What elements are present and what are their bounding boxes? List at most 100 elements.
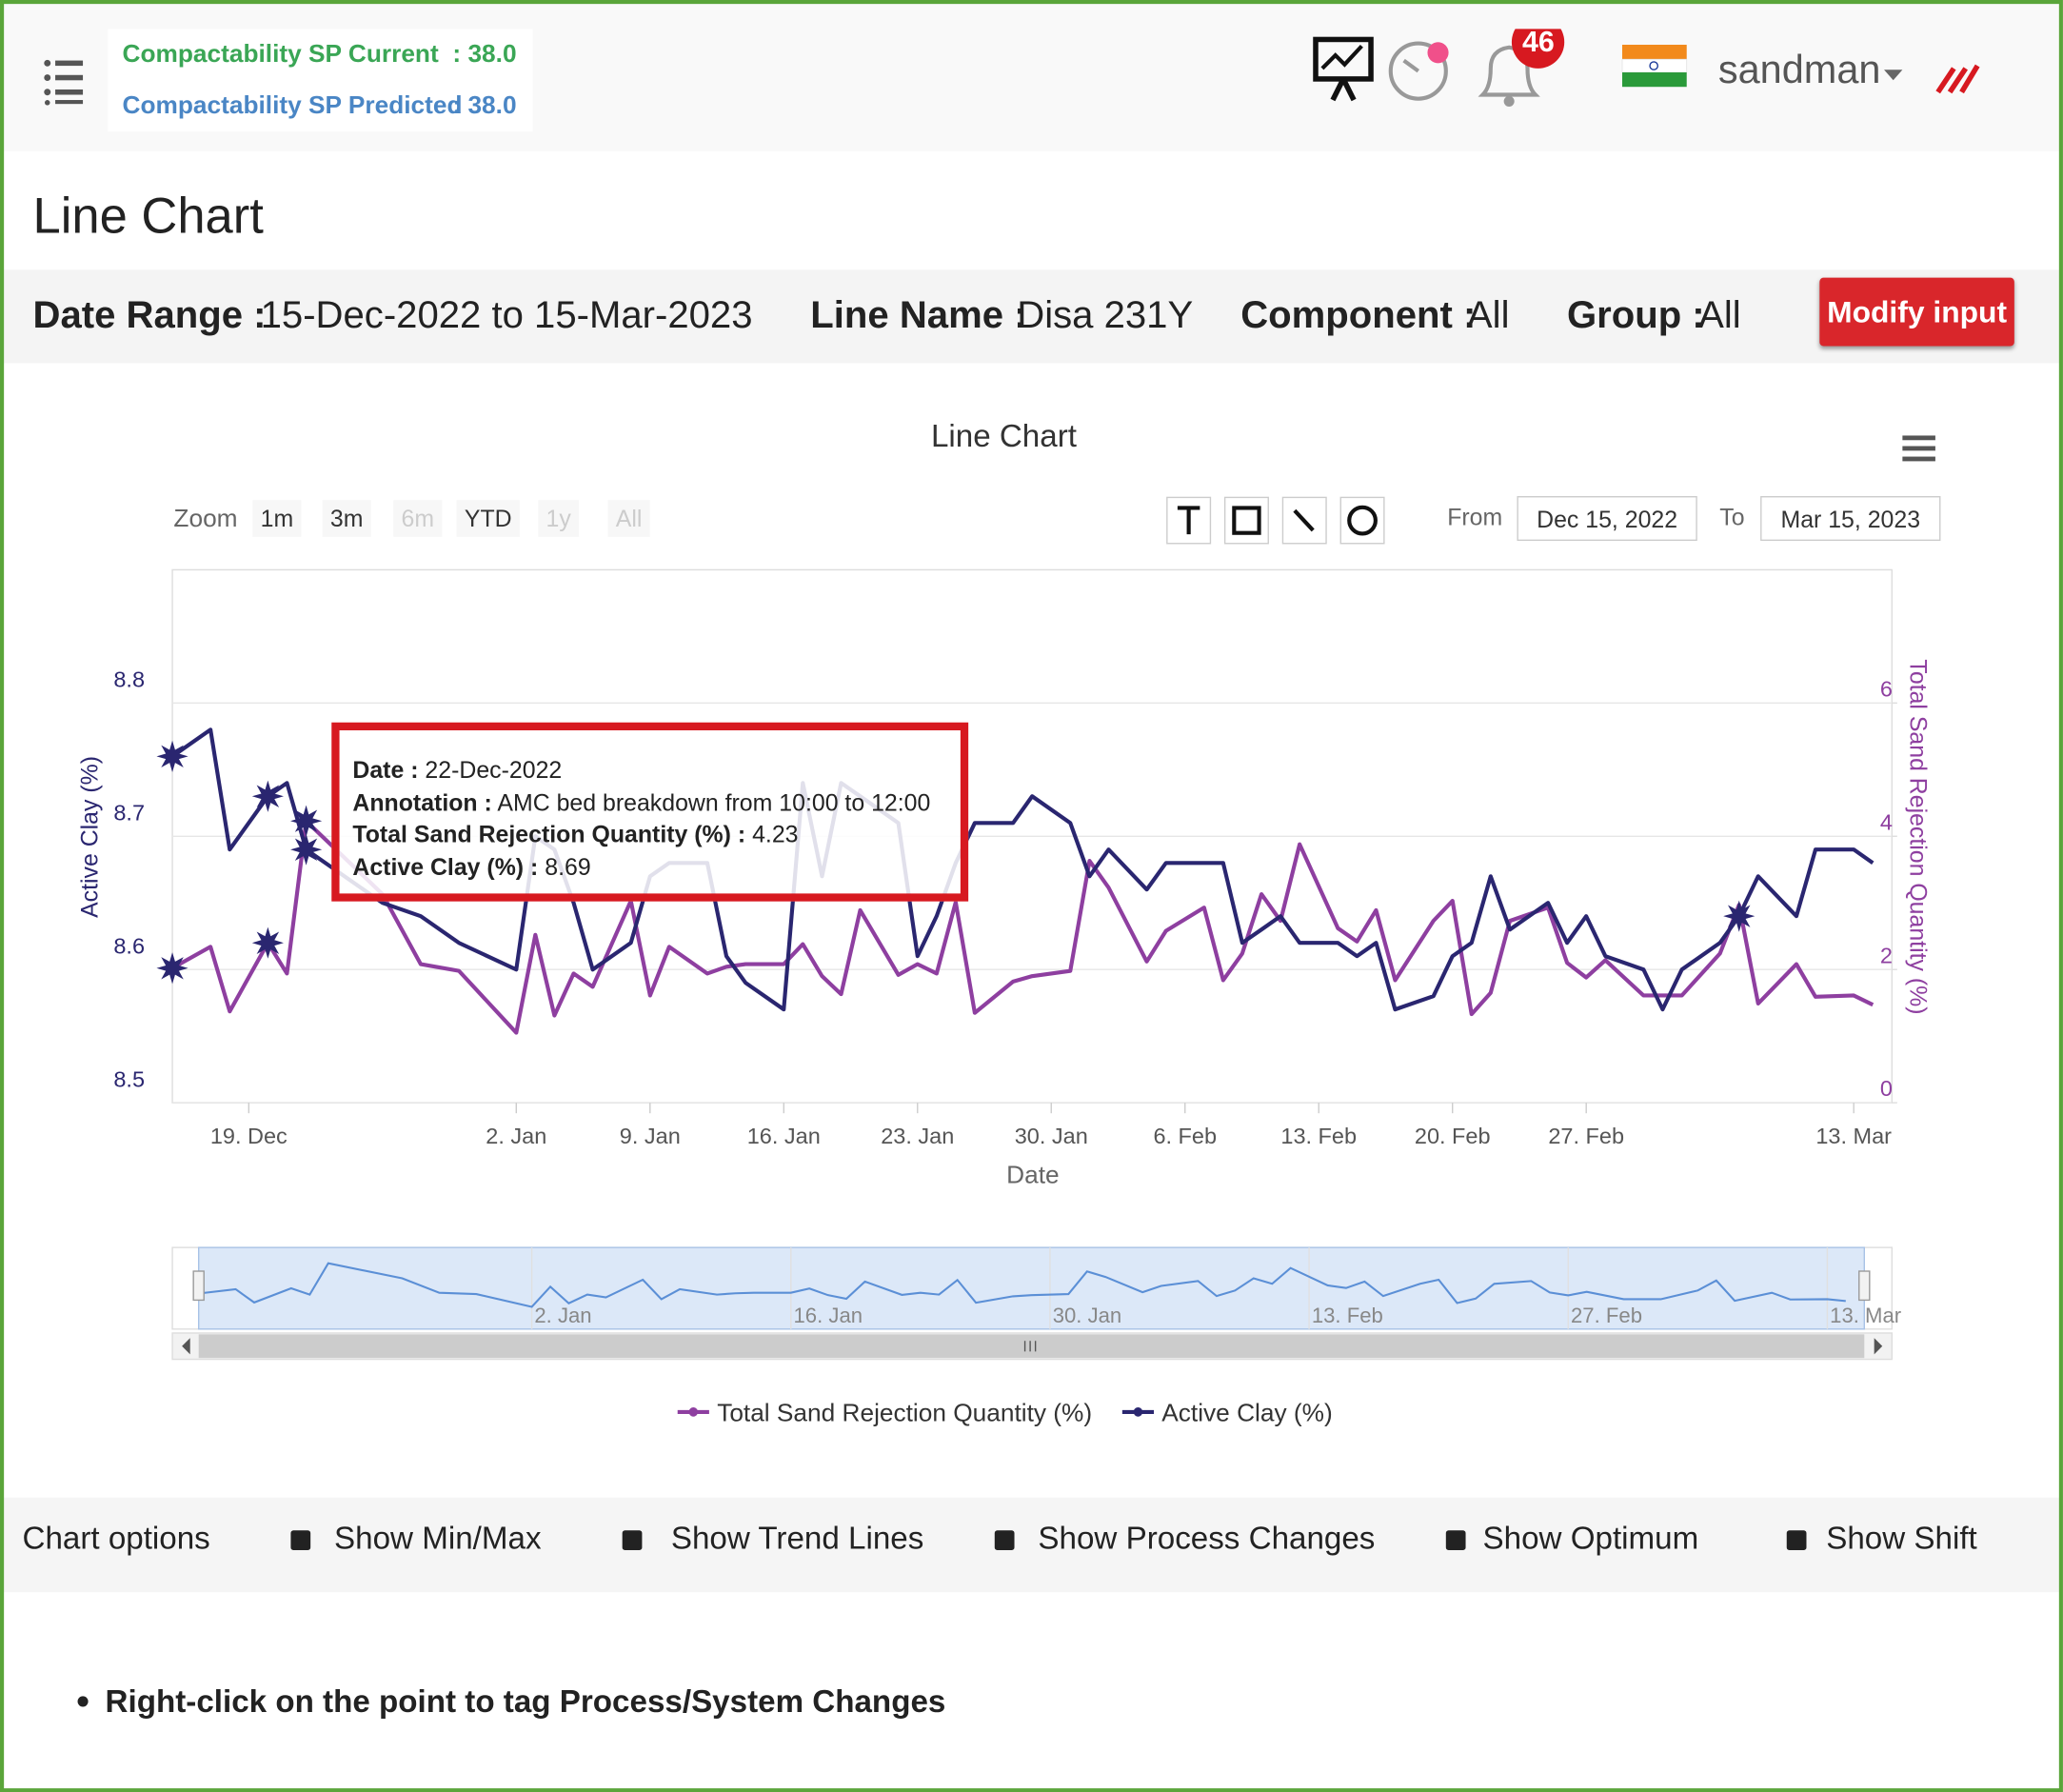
modify-input-button[interactable]: Modify input (1819, 277, 2014, 347)
navigator-line (198, 1262, 1846, 1308)
bullet (77, 1696, 89, 1707)
sp-current-label: Compactability SP Current (122, 40, 439, 69)
range-button[interactable]: 1y (538, 500, 580, 537)
y-tick-label: 8.5 (113, 1067, 145, 1092)
gauge-icon[interactable] (1388, 41, 1449, 101)
y2-axis-title: Total Sand Rejection Quantity (%) (1905, 659, 1932, 1014)
option-label[interactable]: Show Trend Lines (670, 1521, 924, 1557)
filter-value: All (1466, 294, 1510, 337)
navigator-label: 13. Mar (1830, 1304, 1901, 1327)
navigator-label: 30. Jan (1053, 1304, 1122, 1327)
filter-label: Component : (1240, 294, 1477, 337)
annotation-marker (156, 740, 188, 772)
navigator-selection (197, 1246, 1865, 1330)
checkbox[interactable] (1445, 1530, 1466, 1550)
y2-tick-label: 6 (1880, 676, 1893, 701)
chart-menu[interactable] (1902, 435, 1935, 462)
y2-tick-label: 0 (1880, 1076, 1893, 1101)
navigator-label: 27. Feb (1571, 1304, 1642, 1327)
tooltip-value: 22-Dec-2022 (425, 756, 563, 784)
page-title: Line Chart (32, 189, 264, 246)
x-tick-label: 23. Jan (881, 1124, 954, 1148)
scrollbar-arrows (182, 1338, 1883, 1355)
zoom-label: Zoom (173, 505, 238, 533)
filter-label: Date Range : (32, 294, 267, 337)
checkbox[interactable] (1786, 1530, 1807, 1550)
chart: Line Chart 8.5 8.6 8.7 8.8 0 2 4 6 19. Dec 2. Jan… (76, 419, 1935, 1427)
sp-box (108, 29, 533, 132)
annotation-marker (251, 780, 284, 812)
range-button[interactable]: All (607, 500, 650, 537)
y-tick-label: 8.6 (113, 934, 145, 959)
x-tick-label: 30. Jan (1015, 1124, 1088, 1148)
navigator-label: 16. Jan (794, 1304, 863, 1327)
line-tool[interactable] (1281, 496, 1327, 545)
x-tick-label: 16. Jan (747, 1124, 821, 1148)
sp-predicted-label: Compactability SP Predicted (122, 91, 463, 120)
option-label[interactable]: Show Optimum (1482, 1521, 1699, 1557)
chart-options-bar (4, 1497, 2059, 1593)
legend-label[interactable]: Total Sand Rejection Quantity (%) (717, 1399, 1092, 1427)
navigator-handle[interactable] (192, 1270, 205, 1302)
y-tick-label: 8.8 (113, 667, 145, 692)
x-axis-title: Date (1006, 1160, 1059, 1188)
option-label[interactable]: Show Min/Max (334, 1521, 542, 1557)
bell-icon[interactable] (1478, 29, 1565, 107)
x-tick-label: 6. Feb (1153, 1124, 1217, 1148)
to-date[interactable]: Mar 15, 2023 (1760, 496, 1941, 542)
dashboard-icon[interactable] (1313, 36, 1374, 102)
sp-predicted-value: : 38.0 (452, 91, 517, 120)
annotation-tooltip: Date : 22-Dec-2022 Annotation : AMC bed … (331, 722, 969, 902)
navigator-label: 13. Feb (1312, 1304, 1383, 1327)
legend-swatch (688, 1407, 699, 1417)
range-button[interactable]: 3m (322, 500, 371, 537)
option-label[interactable]: Show Shift (1826, 1521, 1977, 1557)
flag-icon[interactable] (1621, 44, 1688, 88)
navigator-label: 2. Jan (534, 1304, 591, 1327)
annotation-marker (1723, 900, 1756, 932)
y-axis-title: Active Clay (%) (76, 756, 103, 918)
range-button[interactable]: 6m (393, 500, 443, 537)
x-tick-label: 20. Feb (1415, 1124, 1491, 1148)
checkbox[interactable] (994, 1530, 1015, 1550)
y2-tick-label: 4 (1880, 809, 1893, 834)
y2-tick-label: 2 (1880, 943, 1893, 967)
from-label: From (1447, 504, 1503, 530)
range-button[interactable]: 1m (252, 500, 302, 537)
logo (1935, 64, 1980, 94)
annotation-marker (290, 833, 323, 866)
option-label[interactable]: Show Process Changes (1038, 1521, 1376, 1557)
x-tick-label: 13. Feb (1280, 1124, 1357, 1148)
user-caret[interactable] (1884, 70, 1903, 81)
header-icons (1313, 29, 1980, 107)
checkbox[interactable] (290, 1530, 311, 1550)
menu-icon[interactable] (44, 58, 86, 106)
drawing-tools (1166, 496, 1385, 545)
series-line (171, 819, 1875, 1035)
range-button[interactable]: YTD (456, 500, 520, 537)
tooltip-label: Total Sand Rejection Quantity (%) : (352, 821, 746, 848)
x-tick-label: 13. Mar (1815, 1124, 1892, 1148)
x-tick-label: 9. Jan (620, 1124, 681, 1148)
legend-swatch (1133, 1407, 1143, 1417)
checkbox[interactable] (622, 1530, 643, 1550)
filter-label: Group : (1566, 294, 1705, 337)
scrollbar-thumb (198, 1334, 1865, 1359)
user-name[interactable]: sandman (1717, 49, 1881, 92)
tooltip-value: AMC bed breakdown from 10:00 to 12:00 (497, 788, 931, 816)
sp-current-value: : 38.0 (452, 40, 517, 69)
tooltip-value: 4.23 (752, 821, 799, 848)
navigator-handle[interactable] (1858, 1270, 1871, 1302)
tooltip-value: 8.69 (545, 853, 591, 880)
filter-value: All (1698, 294, 1741, 337)
tooltip-label: Date : (352, 756, 419, 784)
filter-label: Line Name : (810, 294, 1027, 337)
filter-value: Disa 231Y (1017, 294, 1194, 337)
legend-label[interactable]: Active Clay (%) (1161, 1399, 1332, 1427)
from-date[interactable]: Dec 15, 2022 (1517, 496, 1697, 542)
x-tick-label: 19. Dec (210, 1124, 288, 1148)
filter-value: 15-Dec-2022 to 15-Mar-2023 (260, 294, 753, 337)
tooltip-label: Active Clay (%) : (352, 853, 539, 880)
